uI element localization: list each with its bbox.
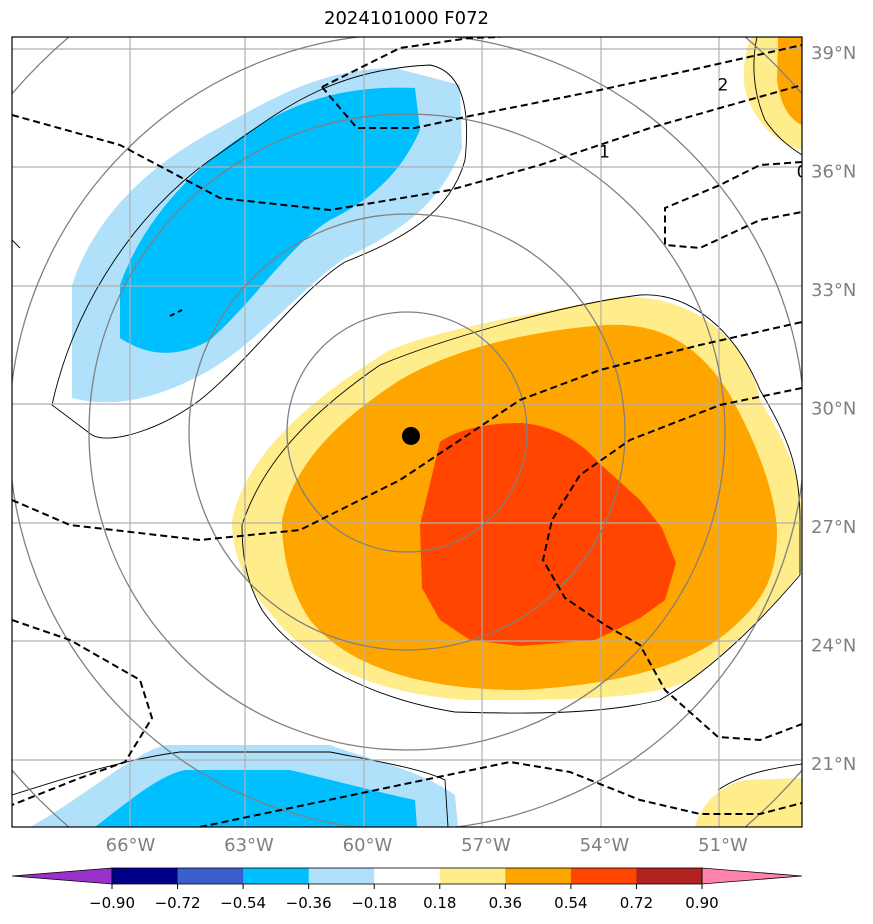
outline-contours	[12, 37, 802, 827]
lon-tick-label: 60°W	[343, 835, 393, 856]
colorbar-level-label: 0.90	[685, 894, 718, 912]
neg-dot	[169, 309, 183, 317]
lat-tick-label: 21°N	[811, 754, 856, 775]
lat-tick-label: 30°N	[811, 398, 856, 419]
colorbar-level-label: −0.18	[351, 894, 397, 912]
contour-label: 2	[718, 75, 729, 95]
lat-tick-label: 39°N	[811, 43, 856, 64]
storm-center-marker	[401, 426, 420, 445]
lon-tick-label: 63°W	[224, 835, 274, 856]
pos-light-region-se	[695, 778, 802, 827]
plot-frame	[11, 36, 803, 828]
colorbar-segment	[505, 868, 572, 884]
graticule	[12, 37, 802, 827]
colorbar-level-label: −0.54	[220, 894, 266, 912]
longitude-labels: 66°W 63°W 60°W 57°W 54°W 51°W	[106, 835, 748, 856]
lon-tick-label: 54°W	[580, 835, 630, 856]
colorbar-segment	[439, 868, 506, 884]
dashed-contours	[12, 37, 802, 827]
colorbar-level-label: −0.72	[155, 894, 201, 912]
colorbar: −0.90 −0.72 −0.54 −0.36 −0.18 0.18 0.36 0.54 0.7…	[11, 867, 803, 912]
colorbar-extend-high	[701, 867, 803, 885]
colorbar-level-label: 0.18	[423, 894, 456, 912]
colorbar-level-label: 0.72	[620, 894, 653, 912]
colorbar-extend-low	[11, 867, 113, 885]
latitude-labels: 39°N 36°N 33°N 30°N 27°N 24°N 21°N	[811, 43, 856, 775]
colorbar-level-label: −0.90	[89, 894, 135, 912]
colorbar-segment	[112, 868, 179, 884]
colorbar-level-label: 0.54	[554, 894, 587, 912]
colorbar-frame	[111, 867, 703, 885]
colorbar-segment	[570, 868, 637, 884]
colorbar-level-label: −0.36	[286, 894, 332, 912]
colorbar-level-label: 0.36	[489, 894, 522, 912]
pos-mid-region-ne	[777, 37, 802, 125]
neg-mid-region-south	[95, 770, 417, 827]
lon-tick-label: 66°W	[106, 835, 156, 856]
contour-label: 1	[599, 143, 610, 163]
lon-tick-label: 57°W	[461, 835, 511, 856]
lat-tick-label: 24°N	[811, 635, 856, 656]
colorbar-segment	[636, 868, 703, 884]
colorbar-segment	[374, 868, 441, 884]
map-title: 2024101000 F072	[324, 8, 489, 29]
lat-tick-label: 33°N	[811, 280, 856, 301]
colorbar-segment	[243, 868, 310, 884]
colorbar-segment	[308, 868, 375, 884]
contour-label: 0	[797, 162, 808, 182]
lat-tick-label: 27°N	[811, 517, 856, 538]
lon-tick-label: 51°W	[698, 835, 748, 856]
colorbar-segment	[177, 868, 244, 884]
contour-labels: 2 1 0	[599, 75, 808, 182]
lat-tick-label: 36°N	[811, 161, 856, 182]
